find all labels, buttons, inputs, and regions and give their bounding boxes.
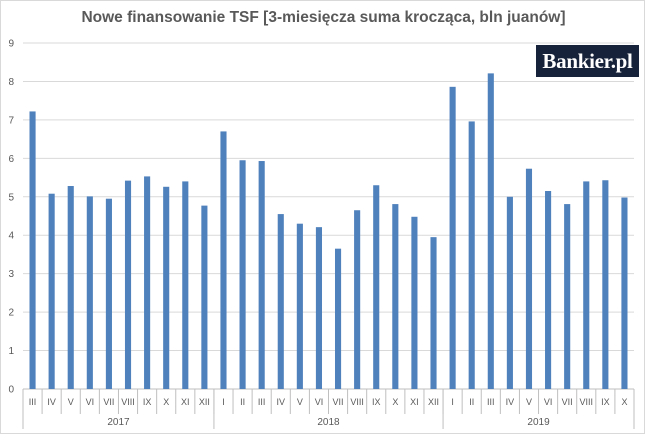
bar	[487, 73, 494, 390]
bar	[315, 227, 323, 389]
x-tick-label: XII	[428, 397, 439, 407]
bar	[449, 86, 456, 390]
bar	[48, 193, 55, 389]
x-tick-label: IX	[143, 397, 152, 407]
bar	[258, 161, 265, 389]
bar	[124, 180, 132, 389]
x-tick-label: VIII	[350, 397, 364, 407]
chart-title: Nowe finansowanie TSF [3-miesięcza suma …	[81, 9, 566, 26]
bar	[602, 180, 609, 389]
x-tick-label: XI	[181, 397, 190, 407]
x-tick-label: XI	[410, 397, 419, 407]
bar	[354, 210, 361, 389]
y-tick-label: 8	[8, 77, 14, 88]
y-tick-label: 5	[8, 192, 14, 203]
x-tick-label: X	[621, 397, 627, 407]
year-label: 2019	[527, 417, 550, 428]
x-tick-label: VIII	[580, 397, 594, 407]
x-tick-label: IV	[277, 397, 286, 407]
x-tick-label: V	[297, 397, 303, 407]
x-tick-label: I	[222, 397, 225, 407]
x-tick-label: II	[469, 397, 474, 407]
y-tick-label: 2	[8, 308, 14, 319]
bar	[277, 214, 284, 389]
x-tick-label: II	[240, 397, 245, 407]
bar	[296, 223, 303, 389]
bar	[29, 111, 36, 389]
x-tick-label: VII	[333, 397, 344, 407]
bar	[545, 191, 552, 389]
x-tick-label: VIII	[121, 397, 135, 407]
x-tick-label: V	[68, 397, 74, 407]
y-tick-label: 4	[8, 231, 14, 242]
bar	[430, 237, 437, 389]
x-tick-label: III	[487, 397, 495, 407]
y-tick-label: 6	[8, 154, 14, 165]
bar	[621, 197, 628, 389]
x-tick-label: VI	[315, 397, 324, 407]
bar	[506, 196, 513, 389]
x-tick-label: III	[258, 397, 266, 407]
y-tick-label: 9	[8, 39, 14, 50]
bar	[67, 186, 74, 389]
year-label: 2018	[317, 417, 340, 428]
x-tick-label: V	[526, 397, 532, 407]
bar	[201, 205, 208, 389]
bar	[144, 176, 151, 389]
x-tick-label: IX	[372, 397, 381, 407]
bar	[334, 248, 342, 389]
x-tick-label: III	[29, 397, 37, 407]
bar	[182, 181, 189, 389]
bar	[392, 204, 399, 389]
bar	[86, 196, 93, 389]
bar	[163, 186, 170, 389]
x-tick-label: VI	[86, 397, 95, 407]
bankier-logo: Bankier.pl	[536, 45, 639, 77]
y-tick-label: 0	[8, 385, 14, 396]
bar	[468, 121, 475, 389]
year-label: 2017	[107, 417, 130, 428]
bar	[564, 204, 571, 389]
y-tick-label: 3	[8, 269, 14, 280]
x-tick-label: IV	[506, 397, 515, 407]
bar	[583, 181, 590, 389]
x-tick-label: IV	[47, 397, 56, 407]
x-tick-label: I	[451, 397, 454, 407]
bar	[373, 185, 380, 389]
x-tick-label: VII	[103, 397, 114, 407]
x-tick-label: VII	[562, 397, 573, 407]
y-tick-label: 7	[8, 115, 14, 126]
bar	[220, 131, 227, 389]
x-tick-label: XII	[199, 397, 210, 407]
x-tick-label: IX	[601, 397, 610, 407]
bar	[105, 198, 112, 389]
bar	[411, 216, 418, 389]
y-tick-label: 1	[8, 346, 14, 357]
x-tick-label: X	[392, 397, 398, 407]
x-tick-label: VI	[544, 397, 553, 407]
x-tick-label: X	[163, 397, 169, 407]
bar	[525, 168, 533, 389]
bar	[239, 160, 246, 389]
